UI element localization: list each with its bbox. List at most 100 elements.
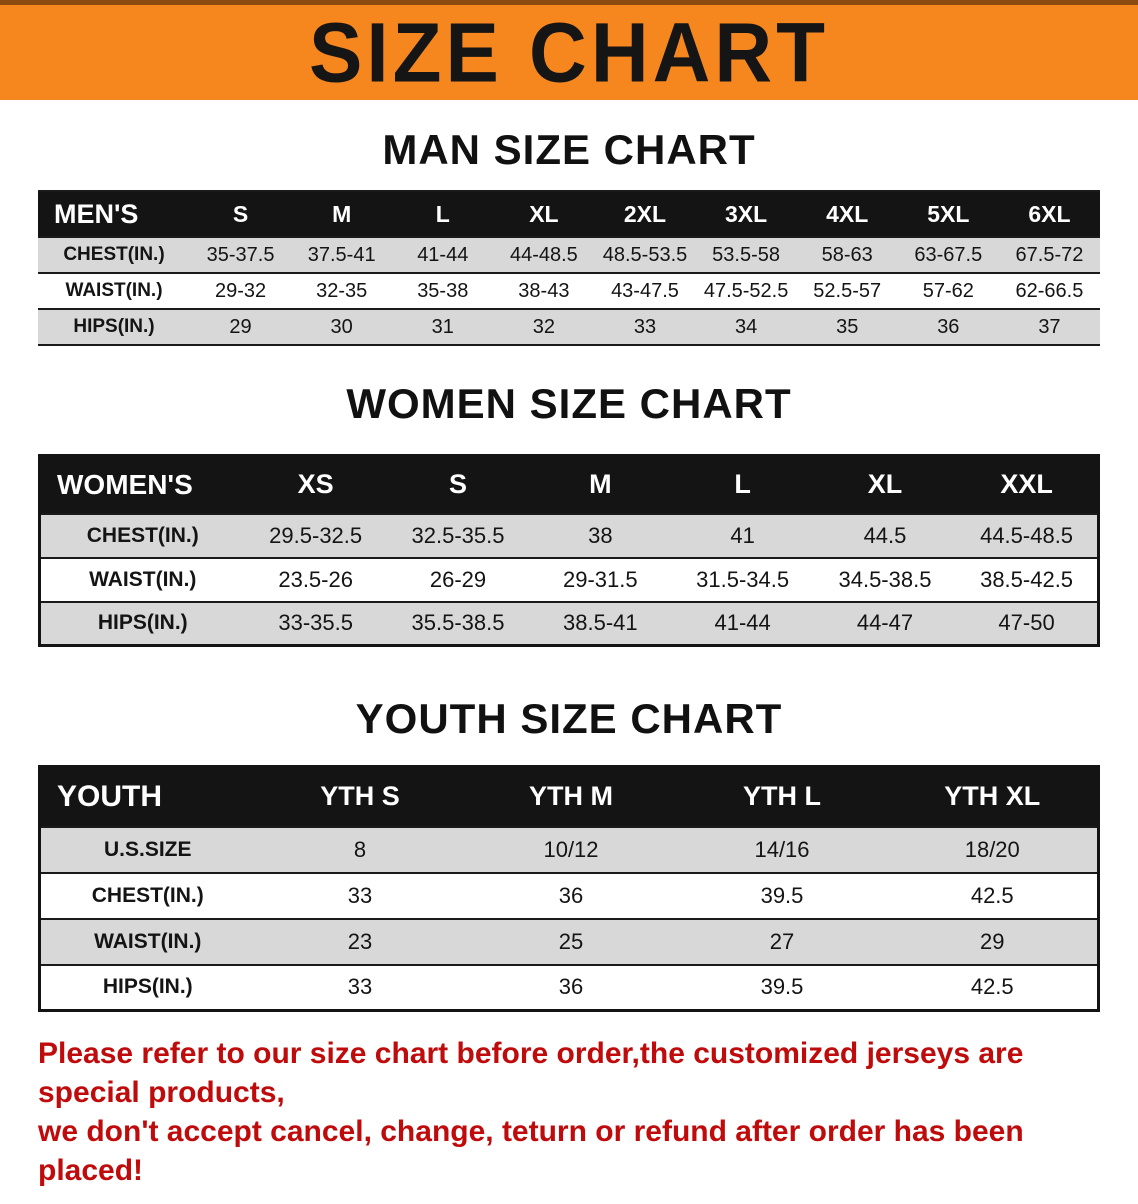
column-header: YTH XL bbox=[887, 766, 1099, 828]
size-value-cell: 30 bbox=[291, 309, 393, 346]
size-value-cell: 62-66.5 bbox=[998, 273, 1100, 310]
size-value-cell: 32 bbox=[493, 309, 595, 346]
row-label: U.S.SIZE bbox=[39, 826, 255, 874]
disclaimer-note: Please refer to our size chart before or… bbox=[0, 1034, 1138, 1204]
size-value-cell: 8 bbox=[254, 826, 466, 874]
table-row: HIPS(IN.) 29 30 31 32 33 34 35 36 37 bbox=[38, 309, 1100, 346]
size-value-cell: 37.5-41 bbox=[291, 237, 393, 274]
column-header: S bbox=[386, 455, 530, 515]
size-value-cell: 29-31.5 bbox=[529, 557, 672, 603]
size-value-cell: 38.5-42.5 bbox=[956, 557, 1099, 603]
column-header: YTH M bbox=[465, 766, 677, 828]
size-value-cell: 10/12 bbox=[465, 826, 677, 874]
row-label: HIPS(IN.) bbox=[39, 964, 255, 1012]
column-header: 4XL bbox=[796, 191, 898, 238]
women-section-heading: WOMEN SIZE CHART bbox=[346, 380, 792, 427]
women-size-section: WOMEN SIZE CHART WOMEN'S XS S M L XL XXL CHEST(… bbox=[0, 380, 1138, 647]
table-row: CHEST(IN.) 29.5-32.5 32.5-35.5 38 41 44.5 44.5… bbox=[39, 513, 1099, 559]
table-row: U.S.SIZE 8 10/12 14/16 18/20 bbox=[39, 826, 1099, 874]
size-value-cell: 36 bbox=[465, 872, 677, 920]
row-label: HIPS(IN.) bbox=[39, 601, 245, 647]
column-header: L bbox=[392, 191, 494, 238]
size-value-cell: 38 bbox=[529, 513, 672, 559]
column-header: S bbox=[190, 191, 292, 238]
table-row: CHEST(IN.) 35-37.5 37.5-41 41-44 44-48.5 48.5… bbox=[38, 237, 1100, 274]
size-value-cell: 27 bbox=[676, 918, 888, 966]
column-header: XXL bbox=[956, 455, 1099, 515]
size-value-cell: 32-35 bbox=[291, 273, 393, 310]
youth-table-title: YOUTH bbox=[39, 766, 255, 828]
size-value-cell: 42.5 bbox=[887, 964, 1099, 1012]
size-value-cell: 47-50 bbox=[956, 601, 1099, 647]
size-value-cell: 35-37.5 bbox=[190, 237, 292, 274]
disclaimer-line-2: we don't accept cancel, change, teturn o… bbox=[38, 1115, 1024, 1187]
size-value-cell: 35.5-38.5 bbox=[386, 601, 530, 647]
size-value-cell: 36 bbox=[897, 309, 999, 346]
column-header: M bbox=[529, 455, 672, 515]
size-value-cell: 31.5-34.5 bbox=[671, 557, 814, 603]
size-value-cell: 44-47 bbox=[813, 601, 957, 647]
column-header: XL bbox=[493, 191, 595, 238]
size-value-cell: 25 bbox=[465, 918, 677, 966]
size-value-cell: 39.5 bbox=[676, 872, 888, 920]
column-header: YTH S bbox=[254, 766, 466, 828]
column-header: L bbox=[671, 455, 814, 515]
size-value-cell: 52.5-57 bbox=[796, 273, 898, 310]
youth-size-table-container: YOUTH YTH S YTH M YTH L YTH XL U.S.SIZE 8 10/12… bbox=[0, 765, 1138, 1012]
size-value-cell: 38-43 bbox=[493, 273, 595, 310]
table-row: WAIST(IN.) 29-32 32-35 35-38 38-43 43-47.5 47.… bbox=[38, 273, 1100, 310]
size-value-cell: 38.5-41 bbox=[529, 601, 672, 647]
column-header: XS bbox=[244, 455, 387, 515]
size-value-cell: 43-47.5 bbox=[594, 273, 696, 310]
size-value-cell: 37 bbox=[998, 309, 1100, 346]
womens-table-title: WOMEN'S bbox=[39, 455, 245, 515]
size-value-cell: 31 bbox=[392, 309, 494, 346]
row-label: HIPS(IN.) bbox=[38, 309, 190, 346]
size-value-cell: 32.5-35.5 bbox=[386, 513, 530, 559]
size-value-cell: 33 bbox=[594, 309, 696, 346]
size-value-cell: 33 bbox=[254, 872, 466, 920]
row-label: CHEST(IN.) bbox=[39, 513, 245, 559]
header-row: YOUTH YTH S YTH M YTH L YTH XL bbox=[39, 766, 1099, 828]
size-value-cell: 42.5 bbox=[887, 872, 1099, 920]
women-size-table-container: WOMEN'S XS S M L XL XXL CHEST(IN.) 29.5-32.5 32.5… bbox=[0, 454, 1138, 647]
youth-size-section: YOUTH SIZE CHART YOUTH YTH S YTH M YTH L YTH… bbox=[0, 695, 1138, 1012]
size-value-cell: 23.5-26 bbox=[244, 557, 387, 603]
size-value-cell: 44.5-48.5 bbox=[956, 513, 1099, 559]
youth-size-table: YOUTH YTH S YTH M YTH L YTH XL U.S.SIZE 8 10/12… bbox=[38, 765, 1100, 1012]
size-value-cell: 39.5 bbox=[676, 964, 888, 1012]
size-value-cell: 57-62 bbox=[897, 273, 999, 310]
size-value-cell: 14/16 bbox=[676, 826, 888, 874]
size-value-cell: 33 bbox=[254, 964, 466, 1012]
table-row: HIPS(IN.) 33 36 39.5 42.5 bbox=[39, 964, 1099, 1012]
size-value-cell: 26-29 bbox=[386, 557, 530, 603]
men-size-table-container: MEN'S S M L XL 2XL 3XL 4XL 5XL 6XL CHEST(IN.) 35-37… bbox=[0, 190, 1138, 346]
column-header: M bbox=[291, 191, 393, 238]
size-value-cell: 29-32 bbox=[190, 273, 292, 310]
table-row: WAIST(IN.) 23.5-26 26-29 29-31.5 31.5-34.5 34… bbox=[39, 557, 1099, 603]
size-value-cell: 34 bbox=[695, 309, 797, 346]
column-header: XL bbox=[813, 455, 957, 515]
size-value-cell: 41-44 bbox=[392, 237, 494, 274]
size-value-cell: 44-48.5 bbox=[493, 237, 595, 274]
table-row: CHEST(IN.) 33 36 39.5 42.5 bbox=[39, 872, 1099, 920]
size-value-cell: 33-35.5 bbox=[244, 601, 387, 647]
size-charts: MAN SIZE CHART MEN'S S M L XL 2XL 3XL 4XL 5XL 6XL… bbox=[0, 126, 1138, 1012]
size-value-cell: 47.5-52.5 bbox=[695, 273, 797, 310]
size-value-cell: 67.5-72 bbox=[998, 237, 1100, 274]
size-value-cell: 48.5-53.5 bbox=[594, 237, 696, 274]
size-value-cell: 41 bbox=[671, 513, 814, 559]
mens-size-table: MEN'S S M L XL 2XL 3XL 4XL 5XL 6XL CHEST(IN.) 35-37… bbox=[38, 190, 1100, 346]
men-size-section: MAN SIZE CHART MEN'S S M L XL 2XL 3XL 4XL 5XL 6XL… bbox=[0, 126, 1138, 346]
size-value-cell: 18/20 bbox=[887, 826, 1099, 874]
mens-table-title: MEN'S bbox=[38, 191, 190, 238]
table-row: HIPS(IN.) 33-35.5 35.5-38.5 38.5-41 41-44 44-… bbox=[39, 601, 1099, 647]
header-row: MEN'S S M L XL 2XL 3XL 4XL 5XL 6XL bbox=[38, 191, 1100, 238]
size-value-cell: 63-67.5 bbox=[897, 237, 999, 274]
size-value-cell: 44.5 bbox=[813, 513, 957, 559]
row-label: CHEST(IN.) bbox=[38, 237, 190, 274]
column-header: 3XL bbox=[695, 191, 797, 238]
size-value-cell: 23 bbox=[254, 918, 466, 966]
row-label: CHEST(IN.) bbox=[39, 872, 255, 920]
disclaimer-line-1: Please refer to our size chart before or… bbox=[38, 1037, 1024, 1109]
